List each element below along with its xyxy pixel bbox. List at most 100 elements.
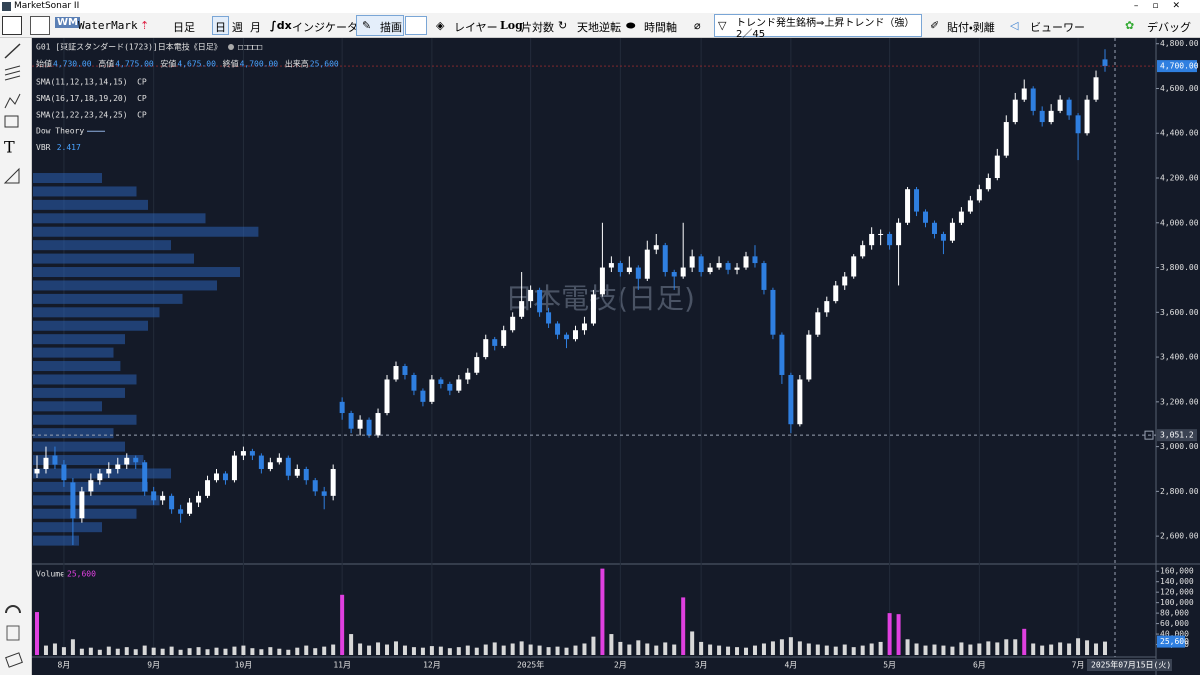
y-tick-label: 4,400.00	[1160, 129, 1199, 138]
period-button[interactable]: 月	[250, 21, 261, 34]
volume-profile-bar	[33, 374, 137, 385]
log-button[interactable]: 片対数	[521, 21, 554, 34]
volume-profile-bar	[33, 535, 79, 546]
volume-bar	[133, 649, 138, 655]
volume-bar	[43, 645, 48, 655]
candle-body	[43, 457, 49, 469]
volume-profile-bar	[33, 320, 148, 331]
volume-bar	[672, 644, 677, 655]
y-tick-label: 4,800.00	[1160, 39, 1199, 48]
debug-button[interactable]: デバッグ	[1147, 21, 1191, 34]
draw-icon[interactable]: ✎	[362, 19, 372, 32]
invert-button[interactable]: 天地逆転	[577, 21, 621, 34]
volume-bar	[726, 646, 731, 655]
clip-icon[interactable]: ⌀	[694, 19, 701, 32]
volume-bar	[1067, 643, 1072, 655]
volume-bar	[358, 643, 363, 655]
draw-selected	[356, 15, 404, 36]
volume-bar	[986, 641, 991, 655]
watermark-button[interactable]: WaterMark	[78, 19, 138, 32]
debug-icon[interactable]: ✿	[1125, 19, 1135, 32]
candle-body	[824, 301, 830, 313]
volume-bar	[654, 645, 659, 655]
candle-body	[438, 379, 444, 384]
time-axis-button[interactable]: 時間軸	[644, 21, 677, 34]
ohlc-label: 高値	[98, 59, 114, 69]
volume-bar	[79, 648, 84, 655]
volume-bar	[492, 642, 497, 655]
window-controls[interactable]: –▫✕	[1133, 1, 1194, 11]
layer-icon[interactable]: ◈	[436, 19, 445, 32]
candle-body	[779, 334, 785, 375]
period-button[interactable]: 日	[215, 21, 226, 34]
screening-box[interactable]	[714, 14, 922, 37]
candle-body	[330, 468, 336, 496]
candle-body	[178, 509, 184, 514]
volume-bar	[995, 642, 1000, 655]
volume-bar	[851, 647, 856, 655]
volume-bar	[411, 647, 416, 655]
period-button[interactable]: 週	[232, 21, 243, 34]
timeframe-select[interactable]: 日足	[173, 21, 195, 34]
paste-button[interactable]: 貼付・剥離	[947, 21, 995, 34]
candle-body	[402, 366, 408, 375]
candle-body	[106, 468, 112, 474]
layout-icon[interactable]	[405, 16, 427, 35]
x-tick-label: 8月	[58, 661, 71, 670]
y-tick-label: 3,200.00	[1160, 397, 1199, 406]
volume-bar	[735, 647, 740, 655]
volume-bar	[977, 643, 982, 655]
volume-profile-bar	[33, 441, 125, 452]
volume-bar	[609, 634, 614, 655]
candle-body	[905, 189, 911, 223]
volume-bar	[178, 649, 183, 655]
layer-button[interactable]: レイヤー	[454, 21, 498, 34]
volume-bar	[537, 645, 542, 655]
volume-bar	[869, 643, 874, 655]
viewer-icon[interactable]: ◁	[1010, 19, 1019, 32]
candle-body	[160, 495, 166, 501]
select-tool[interactable]	[2, 16, 22, 35]
screening-text: トレンド発生銘柄⇒上昇トレンド（強）	[736, 18, 915, 29]
toolbar: WM WaterMark ⇡ 日足 日 週 月 ∫dx インジケータ ✎ 描画 …	[0, 13, 1200, 40]
candle-icon[interactable]: ⇡	[140, 19, 150, 32]
volume-bar	[636, 640, 641, 655]
ohlc-label: 始値	[36, 59, 52, 69]
app-title: MarketSonar II	[14, 1, 80, 11]
y-tick-label: 4,200.00	[1160, 174, 1199, 183]
candle-body	[842, 276, 848, 286]
volume-bar	[627, 644, 632, 655]
paste-icon[interactable]: ✐	[930, 19, 940, 32]
time-axis-icon[interactable]: ⬬	[626, 19, 636, 32]
expand-tool[interactable]	[30, 16, 50, 35]
candle-body	[267, 462, 273, 469]
volume-bar	[501, 645, 506, 655]
filter-icon: ▽	[718, 19, 727, 32]
candle-body	[375, 413, 381, 436]
volume-bar	[528, 644, 533, 655]
volume-bar	[833, 646, 838, 655]
candle-body	[1003, 122, 1009, 156]
candle-body	[1084, 99, 1090, 134]
candle-body	[869, 233, 875, 246]
invert-icon[interactable]: ↻	[558, 19, 568, 32]
draw-button[interactable]: 描画	[380, 21, 402, 34]
candle-body	[339, 401, 345, 414]
wm-icon[interactable]: WM	[55, 17, 80, 28]
candle-body	[752, 256, 758, 264]
candle-body	[599, 267, 605, 295]
volume-bar	[340, 594, 345, 655]
volume-bar	[376, 642, 381, 655]
candle-body	[124, 457, 130, 465]
indicator-icon[interactable]: ∫dx	[270, 19, 292, 32]
candle-body	[860, 245, 866, 257]
indicator-button[interactable]: インジケータ	[292, 21, 358, 34]
volume-bar	[187, 648, 192, 655]
candle-body	[851, 256, 857, 277]
volume-bar	[1094, 643, 1099, 655]
volume-profile-bar	[33, 361, 121, 372]
svg-text:T: T	[4, 138, 15, 157]
candle-body	[914, 189, 920, 212]
viewer-button[interactable]: ビューワー	[1030, 21, 1085, 34]
log-icon[interactable]: Log	[500, 19, 523, 32]
